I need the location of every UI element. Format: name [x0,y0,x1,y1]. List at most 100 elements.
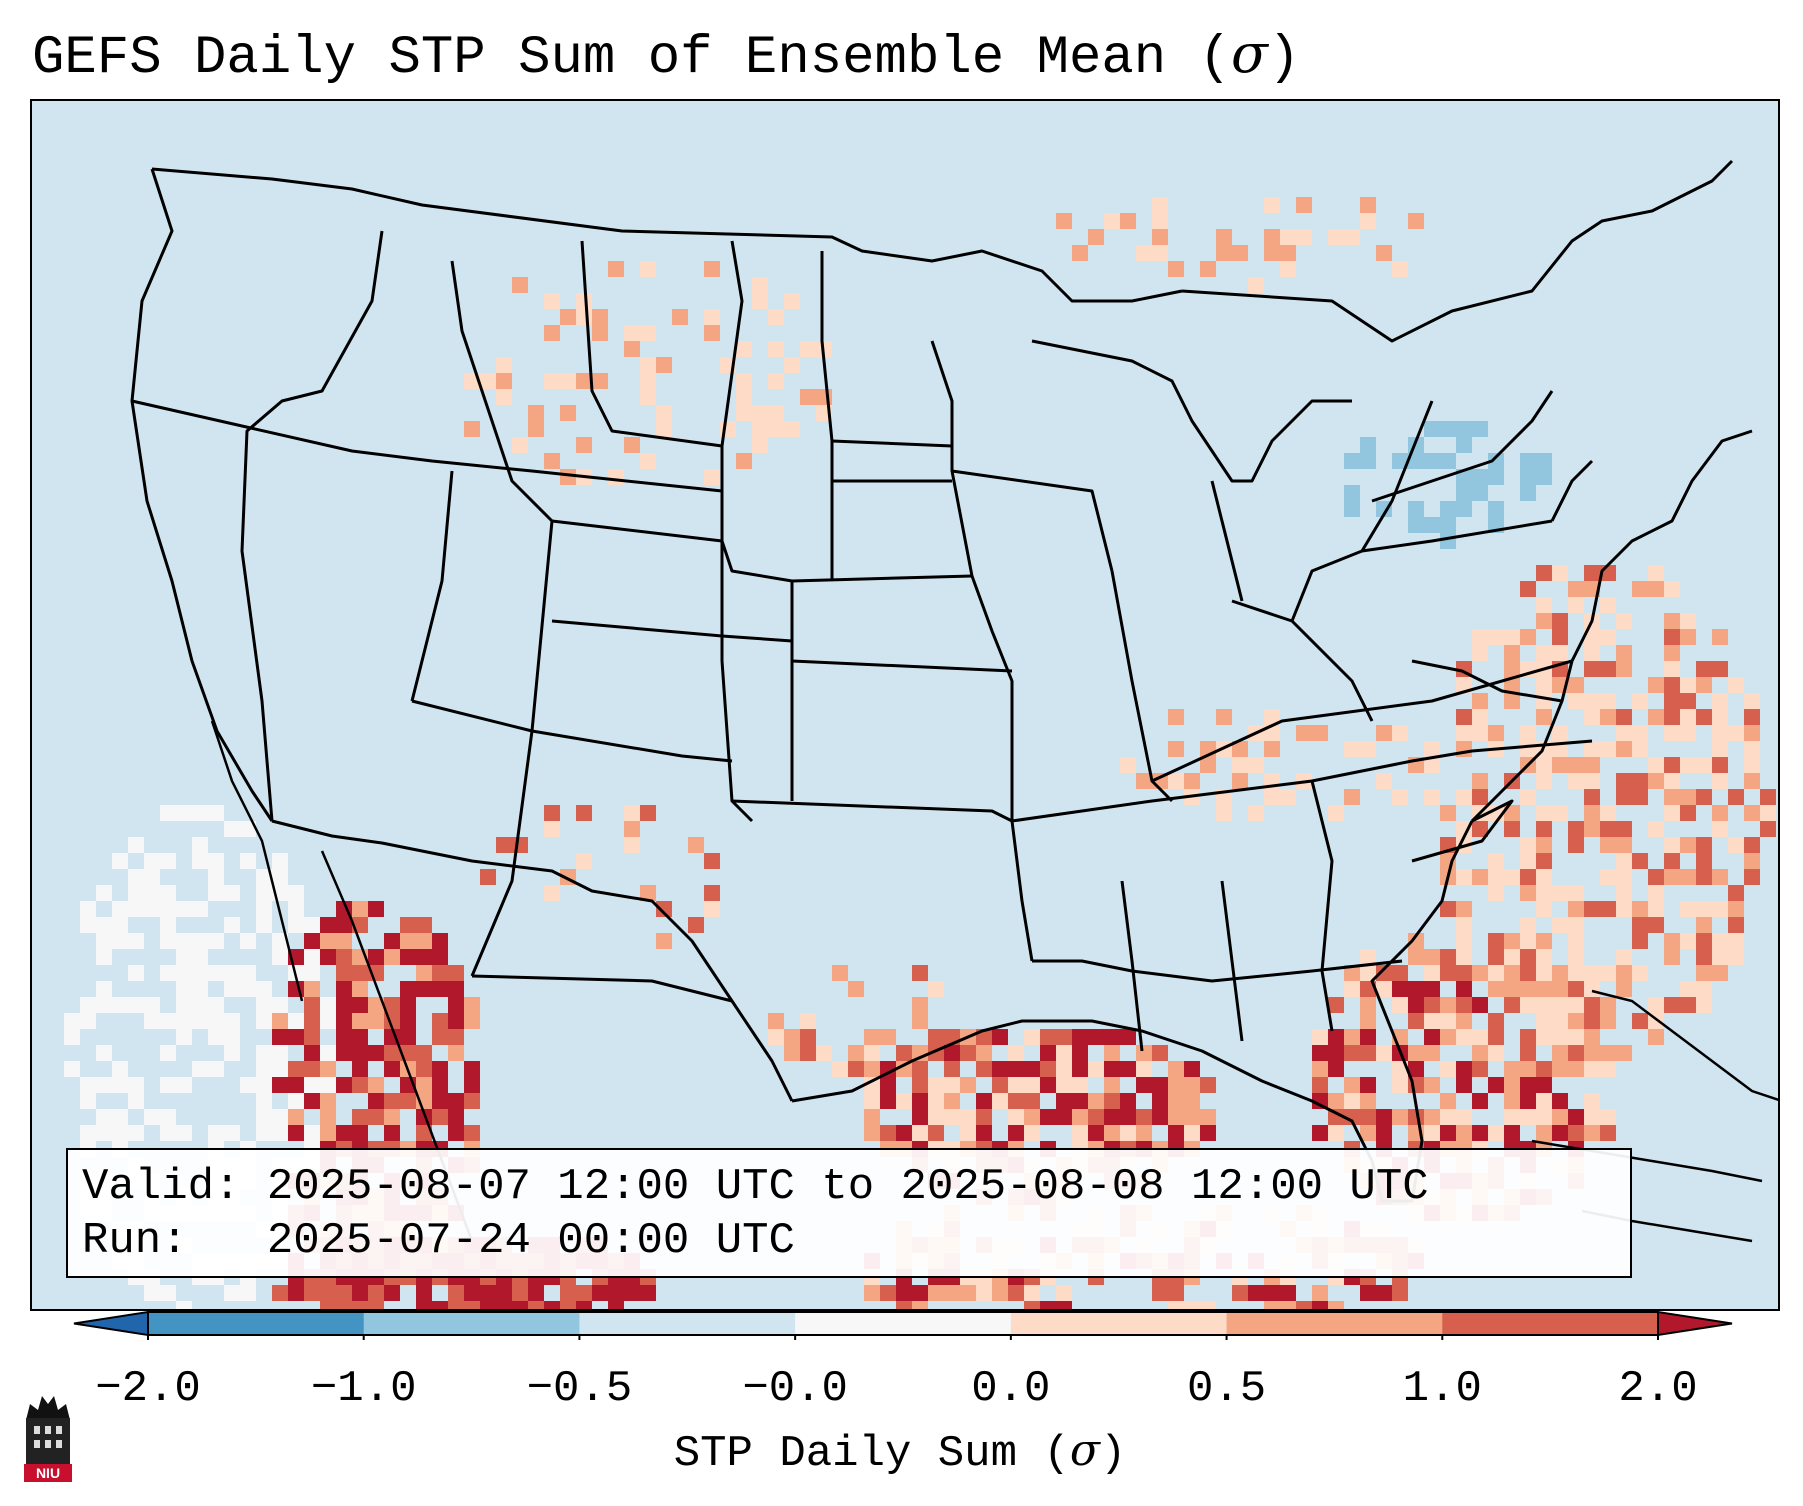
stp-cell [288,885,304,901]
stp-cell [1760,789,1776,805]
stp-cell [1648,901,1664,917]
stp-cell [1520,453,1536,469]
stp-cell [1456,869,1472,885]
stp-cell [1744,805,1760,821]
stp-cell [1120,1093,1136,1109]
stp-cell [1136,1109,1152,1125]
stp-cell [1568,1013,1584,1029]
stp-cell [1632,901,1648,917]
stp-cell [1664,853,1680,869]
stp-cell [544,885,560,901]
stp-cell [304,1029,320,1045]
map-panel [30,99,1780,1311]
stp-cell [160,965,176,981]
stp-cell [288,901,304,917]
stp-cell [1136,1077,1152,1093]
stp-cell [1456,981,1472,997]
stp-cell [240,1285,256,1301]
stp-cell [1328,1093,1344,1109]
stp-cell [352,1285,368,1301]
stp-cell [160,1077,176,1093]
stp-cell [1664,725,1680,741]
stp-cell [192,981,208,997]
stp-cell [432,1301,448,1309]
stp-cell [416,1045,432,1061]
stp-cell [1600,901,1616,917]
stp-cell [1472,1125,1488,1141]
stp-cell [1360,1093,1376,1109]
stp-cell [416,965,432,981]
stp-cell [1552,981,1568,997]
stp-cell [1408,501,1424,517]
stp-cell [288,917,304,933]
stp-cell [176,1029,192,1045]
stp-cell [1424,517,1440,533]
stp-cell [784,1029,800,1045]
stp-cell [1360,997,1376,1013]
stp-cell [1648,581,1664,597]
stp-cell [1152,1077,1168,1093]
stp-cell [752,277,768,293]
stp-cell [112,853,128,869]
stp-cell [224,917,240,933]
stp-cell [1344,1093,1360,1109]
stp-cell [1472,469,1488,485]
stp-cell [1712,933,1728,949]
stp-cell [128,1077,144,1093]
stp-cell [1600,661,1616,677]
colorbar-tick-label: −1.0 [310,1364,417,1414]
stp-cell [1680,933,1696,949]
stp-cell [224,1013,240,1029]
stp-cell [1104,1077,1120,1093]
stp-cell [1552,1061,1568,1077]
stp-cell [1584,789,1600,805]
stp-cell [1568,917,1584,933]
stp-cell [208,1013,224,1029]
stp-cell [304,1045,320,1061]
stp-cell [1552,757,1568,773]
stp-cell [480,1301,496,1309]
stp-cell [880,1077,896,1093]
stp-cell [640,261,656,277]
stp-cell [944,1061,960,1077]
stp-cell [1760,805,1776,821]
stp-cell [1552,965,1568,981]
stp-cell [640,453,656,469]
stp-cell [784,357,800,373]
stp-cell [1536,1013,1552,1029]
stp-cell [320,1013,336,1029]
stp-cell [608,469,624,485]
stp-cell [1616,725,1632,741]
stp-cell [464,1301,480,1309]
stp-cell [1728,901,1744,917]
stp-cell [432,965,448,981]
stp-cell [1424,741,1440,757]
stp-cell [1536,693,1552,709]
stp-cell [1632,789,1648,805]
stp-cell [1680,613,1696,629]
stp-cell [1504,981,1520,997]
stp-cell [240,821,256,837]
stp-cell [1136,773,1152,789]
stp-cell [192,805,208,821]
stp-cell [160,853,176,869]
stp-cell [1520,485,1536,501]
stp-cell [1744,693,1760,709]
stp-cell [768,341,784,357]
stp-cell [368,1045,384,1061]
stp-cell [176,805,192,821]
stp-cell [1536,1061,1552,1077]
stp-cell [256,997,272,1013]
stp-cell [496,389,512,405]
stp-cell [1520,965,1536,981]
stp-cell [1600,597,1616,613]
stp-cell [1600,1013,1616,1029]
stp-cell [448,1029,464,1045]
stp-cell [864,1093,880,1109]
stp-cell [1616,965,1632,981]
stp-cell [1344,1029,1360,1045]
stp-cell [1264,789,1280,805]
stp-cell [112,1109,128,1125]
stp-cell [1632,853,1648,869]
stp-cell [336,1013,352,1029]
